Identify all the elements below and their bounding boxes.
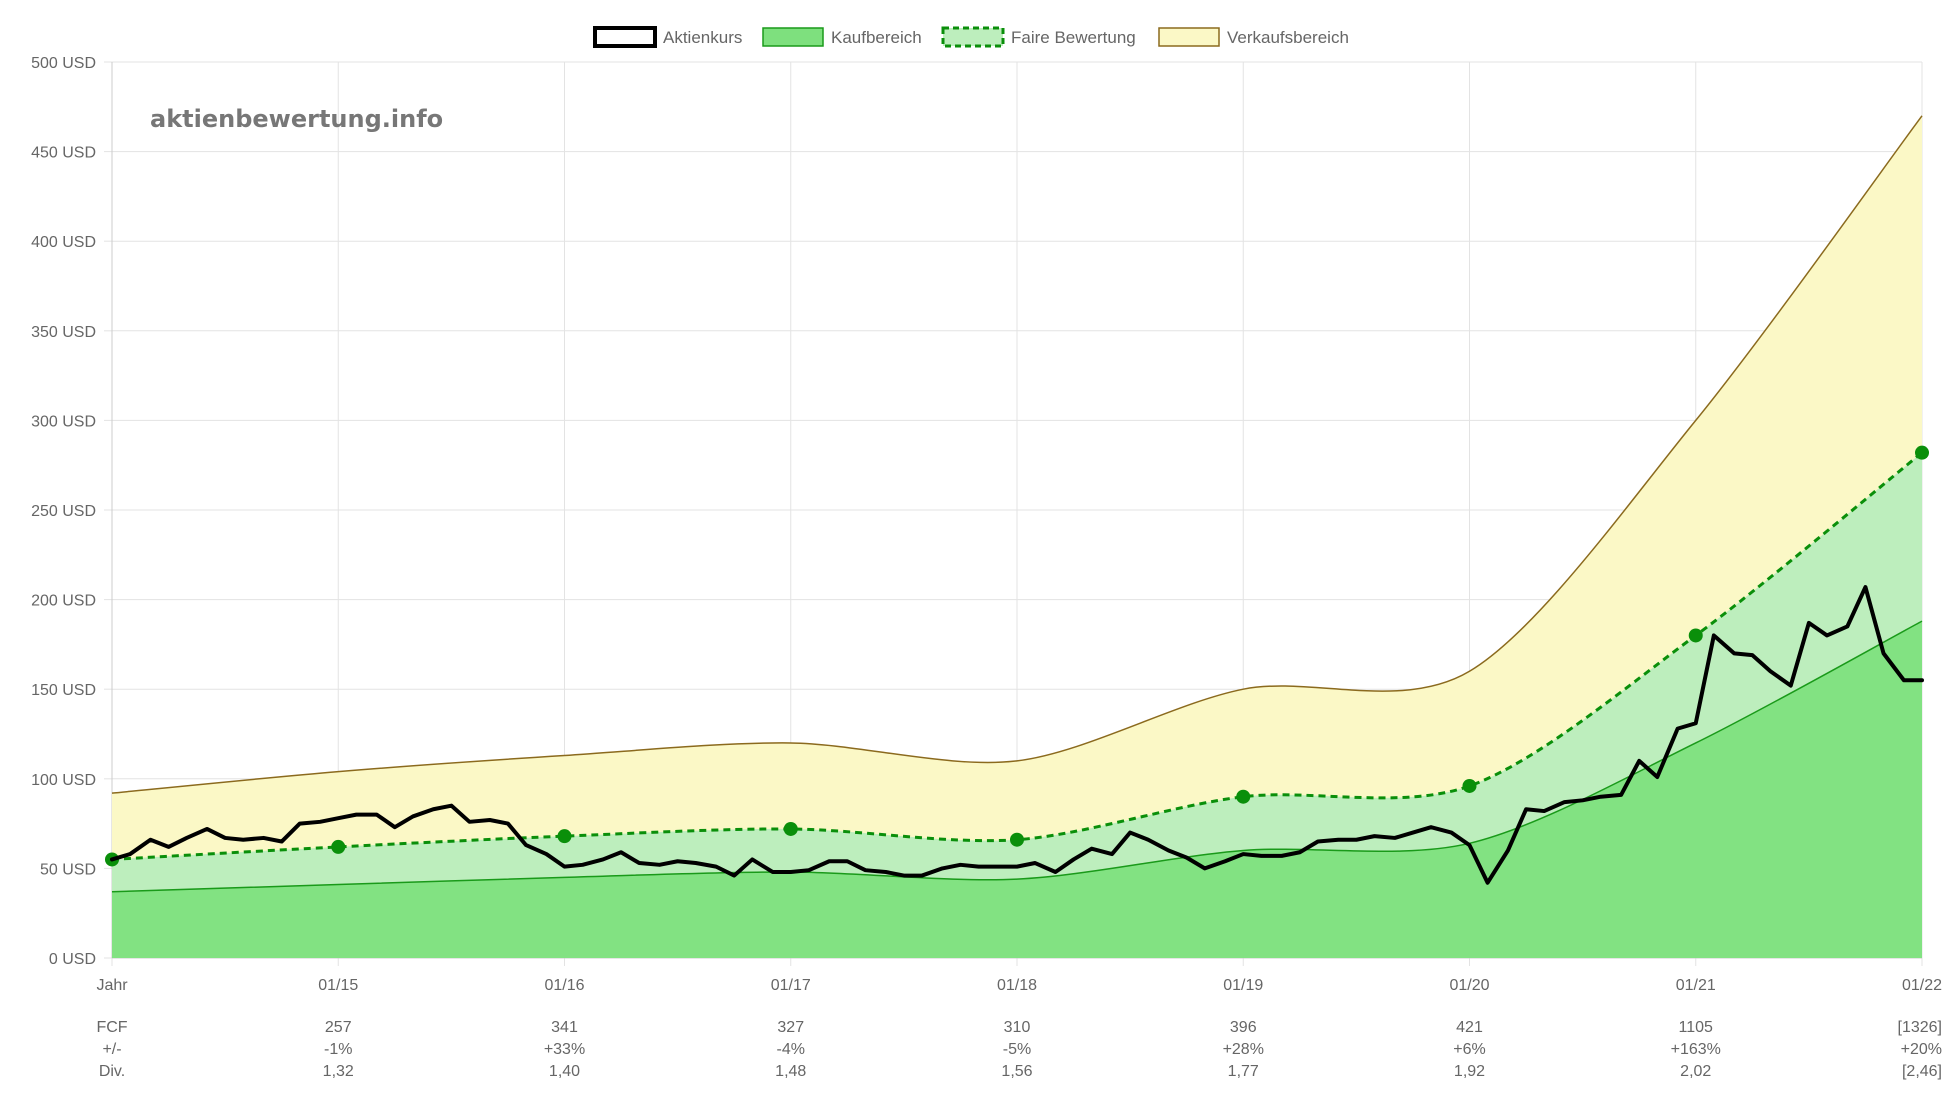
- table-cell: +28%: [1223, 1041, 1264, 1058]
- fair-value-point[interactable]: [1915, 445, 1929, 460]
- watermark: aktienbewertung.info: [150, 105, 443, 133]
- y-tick-label: 200 USD: [31, 593, 96, 610]
- y-tick-label: 500 USD: [31, 55, 96, 72]
- buy-area: [112, 621, 1922, 958]
- y-tick-label: 400 USD: [31, 234, 96, 251]
- fair-value-point[interactable]: [1236, 789, 1251, 804]
- legend-label-sell: Verkaufsbereich: [1227, 28, 1349, 47]
- table-cell: 1,40: [549, 1063, 580, 1080]
- fair-area: [112, 452, 1922, 958]
- table-cell: 1,48: [775, 1063, 806, 1080]
- fair-value-point[interactable]: [1688, 628, 1703, 643]
- table-row-label: Div.: [99, 1063, 125, 1080]
- buy-line: [111, 620, 1923, 893]
- x-tick-label: 01/21: [1676, 977, 1716, 994]
- y-tick-label: 250 USD: [31, 503, 96, 520]
- x-tick-label: 01/18: [997, 977, 1037, 994]
- fair-points: [105, 445, 1929, 867]
- x-tick-label: 01/17: [771, 977, 811, 994]
- legend-label-fair: Faire Bewertung: [1011, 28, 1136, 47]
- table-cell: 1105: [1679, 1019, 1714, 1036]
- table-row-label: FCF: [96, 1019, 127, 1036]
- table-cell: 1,32: [323, 1063, 354, 1080]
- y-tick-label: 350 USD: [31, 324, 96, 341]
- table-cell: [1326]: [1898, 1019, 1942, 1036]
- y-tick-label: 150 USD: [31, 682, 96, 699]
- table-cell: 341: [551, 1019, 578, 1036]
- x-tick-label: 01/15: [318, 977, 358, 994]
- legend-item-buy[interactable]: Kaufbereich: [762, 27, 922, 47]
- table-cell: 2,02: [1680, 1063, 1711, 1080]
- table-cell: +6%: [1453, 1041, 1485, 1058]
- areas: [105, 115, 1929, 958]
- legend-swatch-sell: [1158, 27, 1220, 47]
- table-cell: 257: [325, 1019, 352, 1036]
- table-row-label: +/-: [102, 1041, 121, 1058]
- table-cell: 1,77: [1228, 1063, 1259, 1080]
- x-tick-label: 01/22: [1902, 977, 1942, 994]
- table-cell: 310: [1004, 1019, 1031, 1036]
- legend-item-fair[interactable]: Faire Bewertung: [941, 26, 1136, 48]
- y-tick-label: 300 USD: [31, 413, 96, 430]
- y-tick-label: 450 USD: [31, 145, 96, 162]
- legend-item-sell[interactable]: Verkaufsbereich: [1158, 27, 1349, 47]
- y-tick-label: 50 USD: [40, 861, 96, 878]
- sell-line: [111, 115, 1923, 794]
- table-cell: +163%: [1671, 1041, 1721, 1058]
- table-cell: 421: [1456, 1019, 1483, 1036]
- table-cell: 1,56: [1001, 1063, 1032, 1080]
- legend-swatch-price: [593, 26, 657, 48]
- legend-item-price[interactable]: Aktienkurs: [593, 26, 742, 48]
- fair-value-point[interactable]: [783, 821, 798, 836]
- table-cell: -5%: [1003, 1041, 1031, 1058]
- table-cell: +33%: [544, 1041, 585, 1058]
- table-cell: +20%: [1901, 1041, 1942, 1058]
- legend-label-price: Aktienkurs: [663, 28, 742, 47]
- table-cell: -1%: [324, 1041, 352, 1058]
- legend-swatch-buy: [762, 27, 824, 47]
- table-cell: 396: [1230, 1019, 1257, 1036]
- y-tick-label: 100 USD: [31, 772, 96, 789]
- table-cell: 1,92: [1454, 1063, 1485, 1080]
- price-line: [110, 585, 1924, 885]
- fair-value-point[interactable]: [557, 829, 572, 844]
- table-cell: [2,46]: [1902, 1063, 1942, 1080]
- fair-value-point[interactable]: [1462, 778, 1477, 793]
- fair-value-point[interactable]: [331, 839, 346, 854]
- x-tick-label: 01/19: [1223, 977, 1263, 994]
- legend: Aktienkurs Kaufbereich Faire Bewertung V…: [593, 26, 1349, 48]
- x-tick-label: Jahr: [96, 977, 128, 994]
- sell-area: [112, 115, 1922, 958]
- x-tick-label: 01/16: [544, 977, 584, 994]
- fundamentals-table: FCF 257 341 327 310 396 421 1105 [1326] +/- -1% +33…: [96, 1019, 1942, 1080]
- y-axis: 0 USD 50 USD 100 USD 150 USD 200 USD 250 USD 3…: [31, 55, 113, 968]
- x-axis: Jahr 01/15 01/16 01/17 01/18 01/19 01/20 01/21 0…: [96, 957, 1942, 994]
- x-tick-label: 01/20: [1449, 977, 1489, 994]
- legend-label-buy: Kaufbereich: [831, 28, 922, 47]
- table-cell: 327: [777, 1019, 804, 1036]
- y-tick-label: 0 USD: [49, 951, 96, 968]
- legend-swatch-fair: [941, 26, 1005, 48]
- fair-value-point[interactable]: [1010, 832, 1024, 847]
- table-cell: -4%: [777, 1041, 805, 1058]
